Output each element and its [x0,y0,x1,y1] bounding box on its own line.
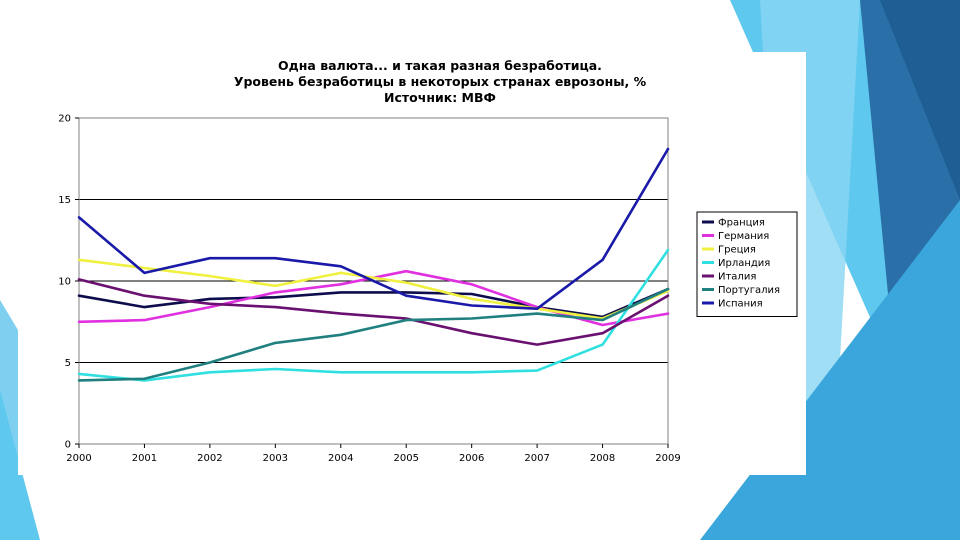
series-line-5 [77,278,670,346]
y-tick-label: 5 [65,358,71,369]
x-tick-label: 2007 [524,453,549,464]
y-tick-label: 20 [58,114,71,125]
x-tick-label: 2009 [655,453,680,464]
series-line-1 [77,287,670,319]
series-lines [77,147,670,382]
x-tick-label: 2002 [197,453,222,464]
series-line-4 [77,248,670,382]
series-line-6 [77,287,670,382]
x-tick-label: 2008 [590,453,615,464]
legend-label: Ирландия [718,258,770,269]
x-tick-label: 2001 [132,453,157,464]
chart-title: Одна валюта... и такая разная безработиц… [278,58,602,73]
legend-label: Португалия [718,285,780,296]
y-tick-label: 0 [65,440,71,451]
x-tick-label: 2003 [263,453,288,464]
series-line-7 [77,147,670,311]
legend-label: Испания [718,299,763,310]
y-tick-label: 10 [58,277,71,288]
x-tick-label: 2000 [66,453,91,464]
chart-subtitle: Уровень безработицы в некоторых странах … [233,74,647,89]
legend-label: Германия [718,231,769,242]
legend-label: Греция [718,245,756,256]
y-axis-ticks: 0 5 10 15 20 [58,114,79,451]
y-tick-label: 15 [58,195,71,206]
chart-panel [18,52,806,475]
x-tick-label: 2006 [459,453,484,464]
x-tick-label: 2005 [393,453,418,464]
chart-title-block: Одна валюта... и такая разная безработиц… [70,58,810,106]
legend-box [696,211,798,317]
x-tick-label: 2004 [328,453,353,464]
chart-source: Источник: МВФ [384,90,496,105]
x-axis-ticks: 2000 2001 2002 2003 2004 2005 2006 2007 2008 2009 [66,444,681,464]
legend-label: Франция [718,218,765,229]
legend-label: Италия [718,272,756,283]
legend: Франция Германия Греция Ирландия Италия Порту… [696,211,798,317]
series-line-3 [77,258,670,320]
